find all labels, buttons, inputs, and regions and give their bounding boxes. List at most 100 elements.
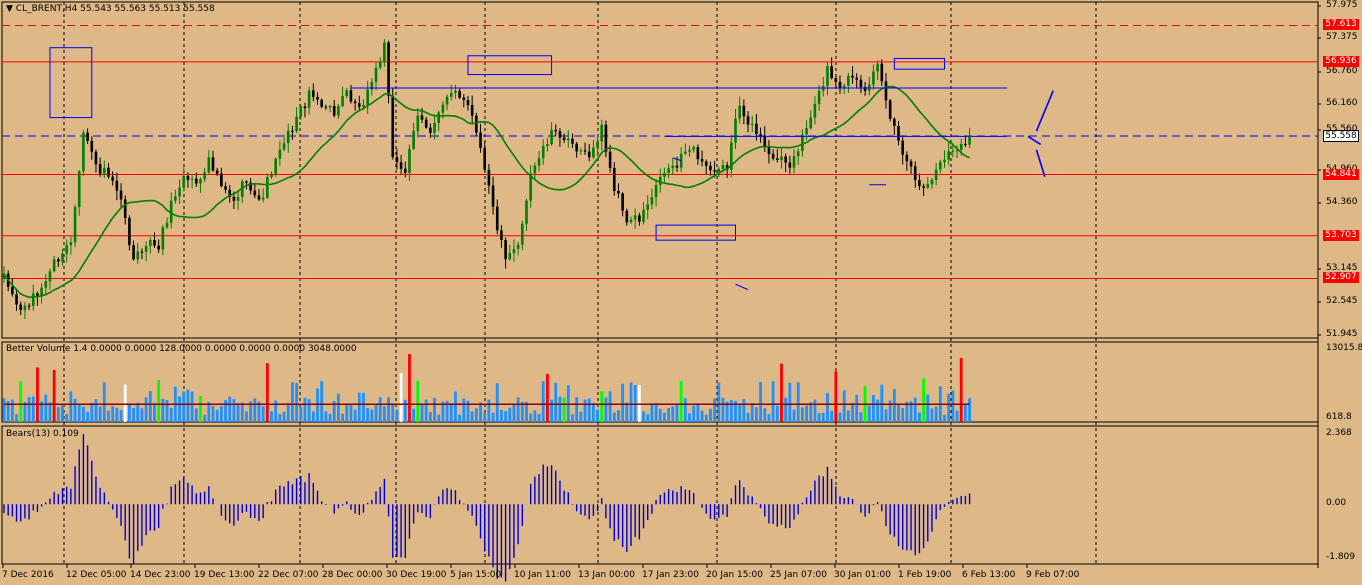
candle [633,208,637,229]
volume-bar [454,391,457,422]
time-tick-label: 28 Dec 00:00 [322,570,383,580]
candle [587,143,591,162]
volume-bar [934,406,938,422]
candle [77,169,81,216]
volume-bar [709,408,712,422]
candle [278,140,282,166]
volume-bar [838,412,842,422]
candle [583,142,587,155]
volume-bar [424,399,428,422]
volume-bar [186,389,190,422]
volume-bar [303,397,307,422]
volume-bar [842,390,846,422]
candle [203,167,206,182]
volume-bar [182,391,186,422]
candle [370,77,374,96]
drawn-line-7[interactable] [1027,135,1042,146]
drawn-rectangle-0[interactable] [49,47,93,119]
drawn-rectangle-1[interactable] [467,55,553,76]
candle [709,161,712,176]
candle [780,147,783,169]
volume-bar [591,402,595,422]
volume-bar [922,378,925,422]
volume-bar [579,411,583,422]
volume-bar [500,409,503,422]
candle [228,184,232,203]
volume-bar [370,409,374,422]
candle [863,82,867,96]
price-tick-label: 57.375 [1326,32,1358,42]
time-tick-label: 22 Dec 07:00 [258,570,319,580]
volume-bar [959,357,963,422]
volume-bar [738,405,742,422]
volume-bar [721,397,725,422]
volume-bar [148,391,152,422]
candle [579,147,583,155]
volume-bar [587,398,591,422]
candle [826,62,829,96]
candle [654,179,658,207]
level-price-label: 56.936 [1323,55,1359,67]
candle [115,172,119,201]
candle [291,125,294,140]
candle [307,86,311,115]
drawn-line-3[interactable] [735,283,749,291]
candle [61,248,64,266]
volume-bar [516,397,520,422]
drawn-rectangle-3[interactable] [893,57,946,70]
drawn-line-5[interactable] [1035,90,1054,132]
volume-bar [362,392,365,422]
volume-bar [479,402,482,422]
price-tick-label: 55.560 [1326,124,1358,134]
candle [236,190,240,210]
candle [445,94,449,111]
candle [939,159,942,173]
volume-bar [541,381,545,422]
volume-bar [905,401,909,422]
candle [901,135,904,165]
time-tick-label: 30 Jan 01:00 [834,570,891,580]
candle [111,171,114,186]
candle [207,150,211,175]
candle [767,140,771,164]
volume-bar [617,410,620,422]
volume-bar [583,399,587,422]
candle [592,140,595,160]
volume-bar [378,397,382,422]
candle [316,92,319,105]
volume-bar [483,412,487,422]
volume-bar [82,406,85,422]
candle [52,255,56,273]
candle [466,95,470,111]
candle [194,172,198,187]
volume-bar [901,408,905,422]
volume-bar [671,406,675,422]
drawn-line-2[interactable] [672,157,682,162]
volume-bar [190,391,194,422]
time-tick-label: 19 Dec 13:00 [194,570,255,580]
drawn-rectangle-2[interactable] [655,224,737,241]
volume-bar [508,407,512,422]
candle [253,184,257,199]
volume-bar [345,404,349,422]
candle [562,133,566,143]
volume-bar [474,408,478,422]
volume-bar [734,400,737,422]
time-tick-label: 6 Feb 13:00 [962,570,1016,580]
candle [132,240,135,261]
collapse-icon[interactable]: ▼ [6,4,13,14]
candle [500,224,503,248]
volume-bar [512,403,516,422]
candle [408,144,411,181]
volume-bar [851,402,854,422]
volume-bar [73,398,77,422]
volume-bar [872,394,875,422]
volume-bar [337,393,340,422]
volume-bar [115,407,119,422]
volume-bar [249,401,253,422]
drawn-line-6[interactable] [1035,149,1046,177]
candle [788,155,792,174]
volume-bar [612,412,616,422]
volume-bar [311,411,315,422]
